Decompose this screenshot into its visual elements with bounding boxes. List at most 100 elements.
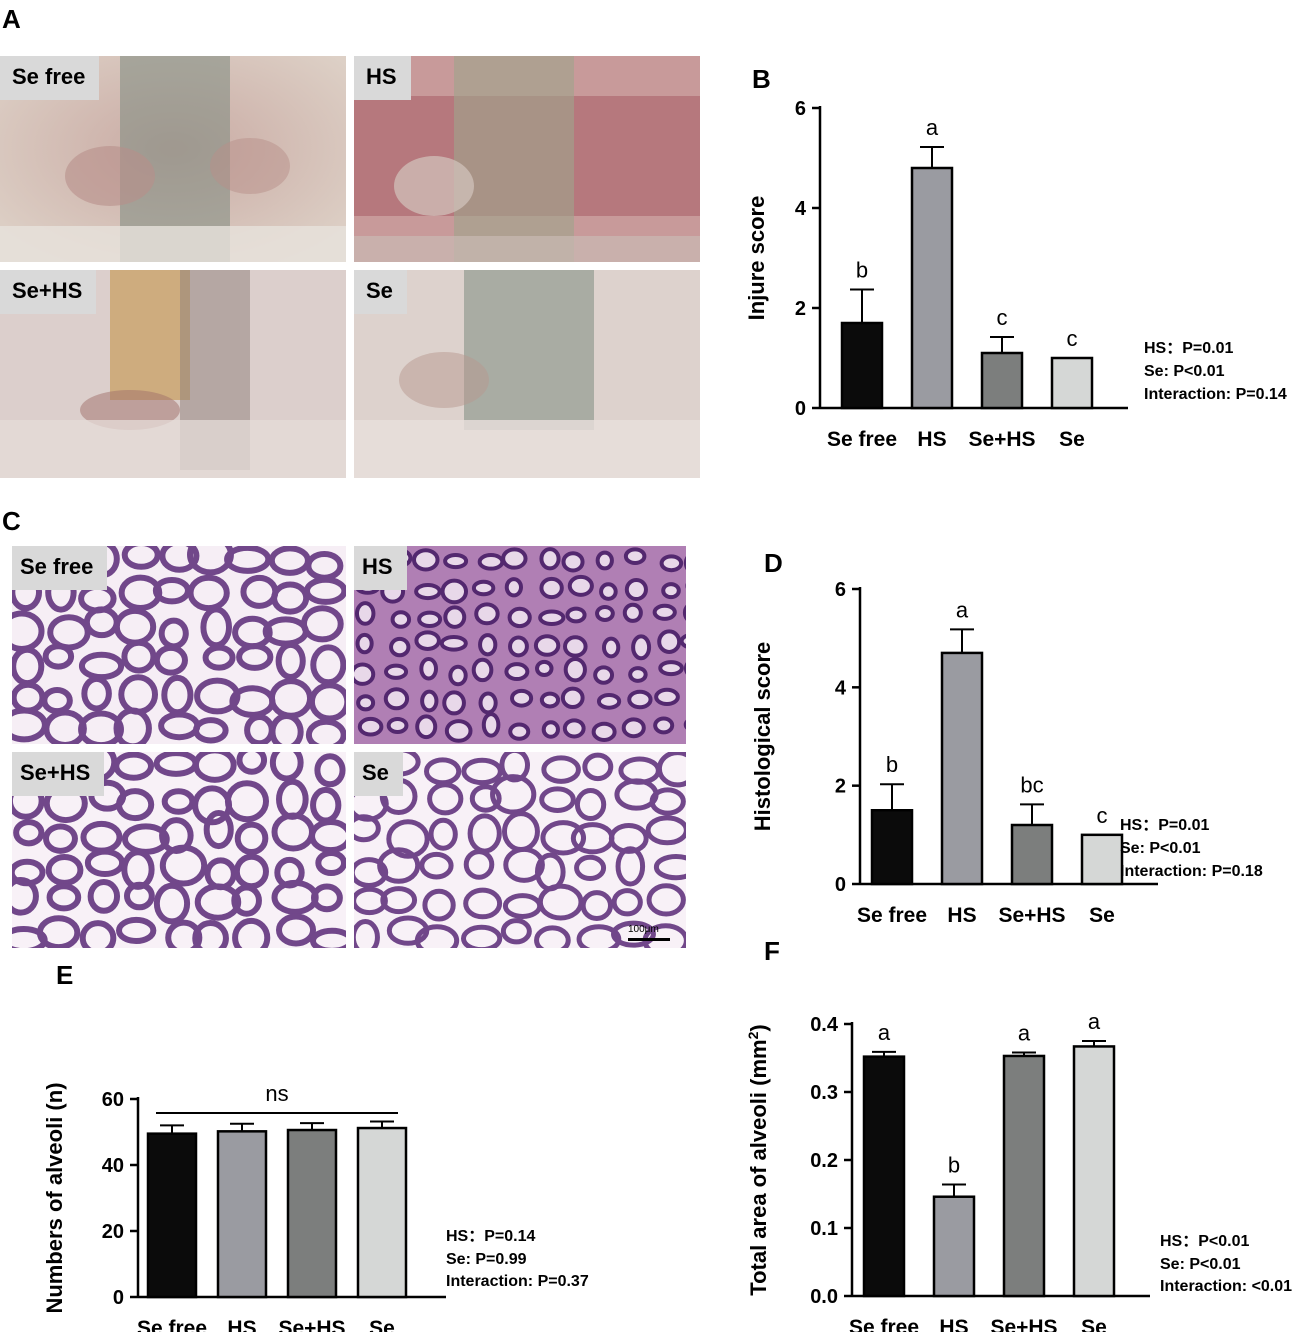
photo-hs: HS — [354, 56, 700, 262]
alveolus-shape — [501, 547, 528, 570]
alveolus-shape — [601, 636, 621, 659]
alveolus-shape — [448, 664, 468, 687]
alveolus-shape — [574, 788, 607, 822]
significance-letter: a — [926, 115, 939, 140]
histo-se-free: Se free — [12, 546, 346, 744]
panel-letter-c: C — [2, 506, 21, 536]
stats-line: Interaction: <0.01 — [1160, 1278, 1292, 1295]
alveolus-shape — [357, 716, 384, 737]
alveolus-shape — [595, 604, 615, 622]
y-tick-label: 20 — [102, 1221, 124, 1243]
photo-se: Se — [354, 270, 700, 478]
alveolus-shape — [194, 883, 242, 921]
alveolus-shape — [539, 786, 576, 813]
tissue-image — [0, 56, 346, 262]
alveolus-shape — [84, 848, 126, 878]
photo-label: HS — [354, 56, 411, 100]
bar-hs — [910, 166, 954, 410]
alveolus-shape — [631, 634, 652, 661]
y-tick-label: 6 — [835, 579, 846, 601]
y-axis-label: Numbers of alveoli (n) — [42, 1082, 67, 1313]
alveolus-shape — [499, 752, 531, 783]
significance-letter: c — [1097, 803, 1108, 828]
photo-label: Se free — [0, 56, 100, 100]
alveolus-shape — [623, 547, 647, 566]
y-tick-label: 0.1 — [810, 1218, 838, 1240]
alveolus-shape — [115, 788, 155, 822]
alveolus-shape — [469, 784, 502, 813]
alveolus-shape — [159, 546, 200, 573]
alveolus-shape — [490, 774, 537, 815]
x-tick-label: HS — [939, 1316, 968, 1332]
alveolus-shape — [599, 582, 618, 601]
x-tick-label: Se+HS — [968, 428, 1035, 451]
significance-letter: a — [1018, 1021, 1031, 1046]
x-tick-label: Se+HS — [998, 904, 1065, 927]
alveolus-shape — [314, 753, 346, 788]
alveolus-shape — [355, 632, 374, 655]
alveolus-shape — [161, 788, 196, 815]
alveolus-shape — [580, 890, 614, 922]
alveolus-shape — [539, 576, 564, 600]
bar-se-hs — [1002, 1054, 1046, 1298]
alveolus-shape — [471, 657, 494, 683]
stats-line: Se: P<0.01 — [1160, 1256, 1241, 1273]
y-tick-label: 0.3 — [810, 1082, 838, 1104]
alveolus-shape — [653, 716, 675, 735]
alveolus-shape — [440, 578, 469, 605]
significance-letter: c — [1067, 326, 1078, 351]
alveolus-shape — [81, 675, 112, 712]
alveolus-shape — [415, 714, 438, 740]
histology-image — [12, 546, 346, 744]
significance-letter: b — [948, 1152, 960, 1177]
alveolus-shape — [461, 757, 503, 786]
stats-line: Interaction: P=0.18 — [1120, 863, 1263, 880]
histo-se-hs: Se+HS — [12, 752, 346, 948]
alveolus-shape — [627, 689, 653, 710]
alveolus-shape — [461, 924, 503, 948]
stats-line: Se: P=0.99 — [446, 1251, 527, 1268]
alveolus-shape — [478, 633, 498, 657]
alveolus-shape — [121, 546, 161, 570]
y-axis-label-end: ) — [746, 1024, 771, 1031]
panel-letter-d: D — [764, 548, 783, 578]
alveolus-shape — [574, 854, 607, 882]
y-tick-label: 2 — [835, 776, 846, 798]
alveolus-shape — [541, 755, 581, 784]
alveolus-shape — [646, 883, 686, 917]
significance-letter: a — [1088, 1009, 1101, 1034]
alveolus-shape — [474, 602, 500, 626]
alveolus-shape — [234, 821, 269, 856]
alveolus-shape — [153, 644, 188, 676]
alveolus-shape — [562, 718, 586, 739]
panel-letter-a: A — [2, 4, 21, 34]
alveolus-shape — [477, 553, 505, 571]
alveolus-shape — [615, 846, 646, 887]
alveolus-shape — [116, 916, 157, 945]
alveolus-shape — [87, 879, 121, 914]
x-tick-label: Se free — [827, 428, 897, 451]
chart-injure-score: 0 2 4 6 Injure score b Se free a HS c Se+HS c Se HS：P… — [744, 98, 1287, 451]
alveolus-shape — [534, 925, 571, 948]
alveolus-shape — [654, 687, 680, 707]
alveolus-shape — [187, 574, 230, 612]
stats-line: HS：P=0.01 — [1120, 817, 1209, 834]
alveolus-shape — [305, 718, 346, 744]
bar-se-free — [870, 809, 914, 886]
chart-histological-score: 0 2 4 6 Histological score b Se free a HS bc Se+HS… — [750, 579, 1263, 927]
alveolus-shape — [275, 641, 306, 681]
alveolus-shape — [236, 643, 274, 671]
alveolus-shape — [510, 688, 534, 708]
alveolus-shape — [377, 847, 421, 884]
alveolus-shape — [653, 853, 686, 881]
alveolus-shape — [309, 927, 346, 948]
alveolus-shape — [271, 581, 310, 615]
bar-se-hs — [980, 351, 1024, 410]
bar-se — [356, 1126, 408, 1299]
alveolus-shape — [652, 603, 677, 621]
x-tick-label: Se+HS — [278, 1317, 345, 1332]
alveolus-shape — [659, 554, 684, 573]
alveolus-shape — [611, 888, 643, 917]
alveolus-shape — [113, 752, 155, 781]
alveolus-shape — [354, 662, 376, 686]
